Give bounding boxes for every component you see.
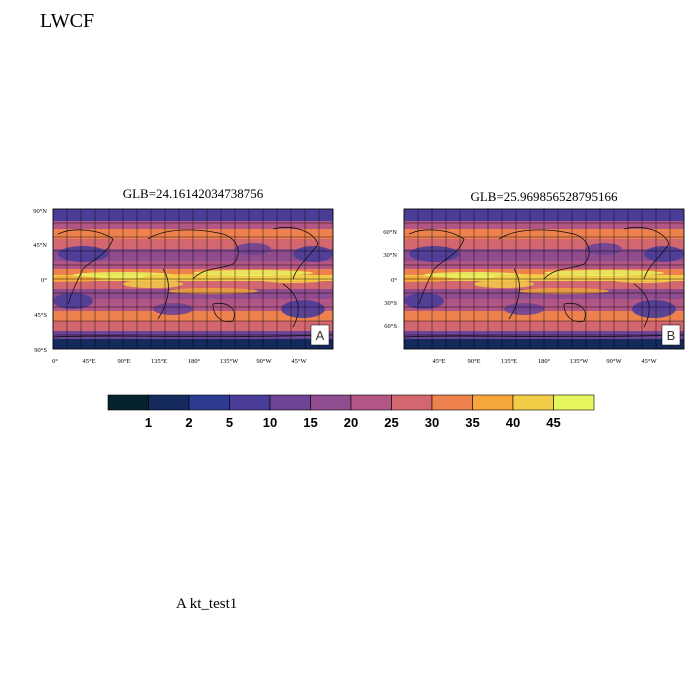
colorbar-level-label: 15 bbox=[303, 415, 317, 430]
panel-a-coast-6 bbox=[52, 334, 334, 338]
panel-b-lon-label: 90°E bbox=[467, 358, 480, 365]
panel-b-lat-label: 60°N bbox=[383, 229, 397, 236]
panel-b-lon-label: 135°W bbox=[570, 358, 589, 365]
colorbar-level-label: 40 bbox=[506, 415, 520, 430]
panel-b-lon-label: 90°W bbox=[606, 358, 622, 365]
colorbar-swatch bbox=[350, 394, 392, 411]
panel-a-lat-label: 90°N bbox=[33, 208, 47, 215]
panel-a-coast-1 bbox=[147, 229, 239, 280]
panel-b-coast-3 bbox=[623, 227, 670, 280]
panel-b-coast-5 bbox=[563, 302, 586, 323]
panel-a-coast-4 bbox=[282, 283, 299, 328]
panel-a-coast-5 bbox=[212, 302, 235, 323]
colorbar-level-label: 2 bbox=[185, 415, 192, 430]
panel-b-coast-1 bbox=[498, 229, 590, 280]
panel-b-coast-2 bbox=[508, 268, 520, 320]
panel-b-map: B bbox=[403, 208, 685, 350]
colorbar-swatch bbox=[107, 394, 149, 411]
panel-b-lon-label: 45°E bbox=[432, 358, 445, 365]
panel-b-title: GLB=25.969856528795166 bbox=[470, 189, 618, 204]
panel-b-lon-label: 45°W bbox=[641, 358, 657, 365]
colorbar-swatch bbox=[229, 394, 271, 411]
colorbar-swatch bbox=[472, 394, 514, 411]
colorbar-swatch bbox=[269, 394, 311, 411]
panel-a-title: GLB=24.16142034738756 bbox=[122, 186, 264, 201]
panel-a-lat-label: 45°S bbox=[34, 312, 47, 319]
panel-a-lat-label: 0° bbox=[41, 277, 47, 284]
panel-b-frame bbox=[403, 208, 685, 350]
figure-caption: A kt_test1 bbox=[176, 596, 238, 612]
colorbar-level-label: 35 bbox=[465, 415, 479, 430]
colorbar: 1 2 5 10 15 20 25 30 35 40 45 bbox=[107, 394, 595, 430]
panel-b-coastlines bbox=[403, 227, 685, 338]
panel-b-lat-label: 60°S bbox=[384, 323, 397, 330]
panel-a-lon-label: 90°W bbox=[256, 358, 272, 365]
panel-b-coast-0 bbox=[408, 229, 465, 305]
colorbar-level-label: 25 bbox=[384, 415, 398, 430]
colorbar-swatch bbox=[431, 394, 473, 411]
panel-a-coast-3 bbox=[272, 227, 319, 280]
colorbar-level-label: 20 bbox=[344, 415, 358, 430]
panel-b-lon-label: 180° bbox=[538, 358, 551, 365]
colorbar-swatch bbox=[310, 394, 352, 411]
colorbar-swatch bbox=[512, 394, 554, 411]
colorbar-level-label: 45 bbox=[546, 415, 560, 430]
colorbar-swatch bbox=[553, 394, 595, 411]
colorbar-level-label: 1 bbox=[145, 415, 152, 430]
panel-b-badge: B bbox=[667, 328, 676, 343]
panel-b-coast-6 bbox=[403, 334, 685, 338]
panel-a-lon-label: 45°E bbox=[82, 358, 95, 365]
colorbar-level-label: 10 bbox=[263, 415, 277, 430]
panel-b-lat-label: 0° bbox=[391, 277, 397, 284]
panel-a-badge-box bbox=[310, 324, 330, 346]
panel-a-coast-2 bbox=[157, 268, 169, 320]
panel-a-badge: A bbox=[316, 328, 325, 343]
panel-a-coastlines bbox=[52, 227, 334, 338]
panel-a-lon-label: 135°W bbox=[220, 358, 239, 365]
panel-a-map: A bbox=[52, 208, 334, 350]
colorbar-swatch bbox=[391, 394, 433, 411]
panel-a-coast-0 bbox=[57, 229, 114, 305]
colorbar-level-label: 5 bbox=[226, 415, 233, 430]
panel-b-coast-4 bbox=[633, 283, 650, 328]
panel-b-lon-label: 135°E bbox=[501, 358, 517, 365]
panel-a-lon-label: 45°W bbox=[291, 358, 307, 365]
panel-a-lon-label: 135°E bbox=[151, 358, 167, 365]
panel-b-lat-label: 30°S bbox=[384, 300, 397, 307]
panel-a-lat-label: 90°S bbox=[34, 347, 47, 354]
colorbar-level-label: 30 bbox=[425, 415, 439, 430]
panel-a-lon-label: 180° bbox=[188, 358, 201, 365]
panel-a-lon-label: 90°E bbox=[117, 358, 130, 365]
panel-a-lat-label: 45°N bbox=[33, 242, 47, 249]
panel-b-badge-box bbox=[661, 324, 681, 346]
colorbar-swatch bbox=[148, 394, 190, 411]
colorbar-swatch bbox=[188, 394, 230, 411]
panel-a-frame bbox=[52, 208, 334, 350]
panel-b-lat-label: 30°N bbox=[383, 252, 397, 259]
page-title: LWCF bbox=[40, 10, 95, 32]
panel-a-lon-label: 0° bbox=[52, 358, 58, 365]
